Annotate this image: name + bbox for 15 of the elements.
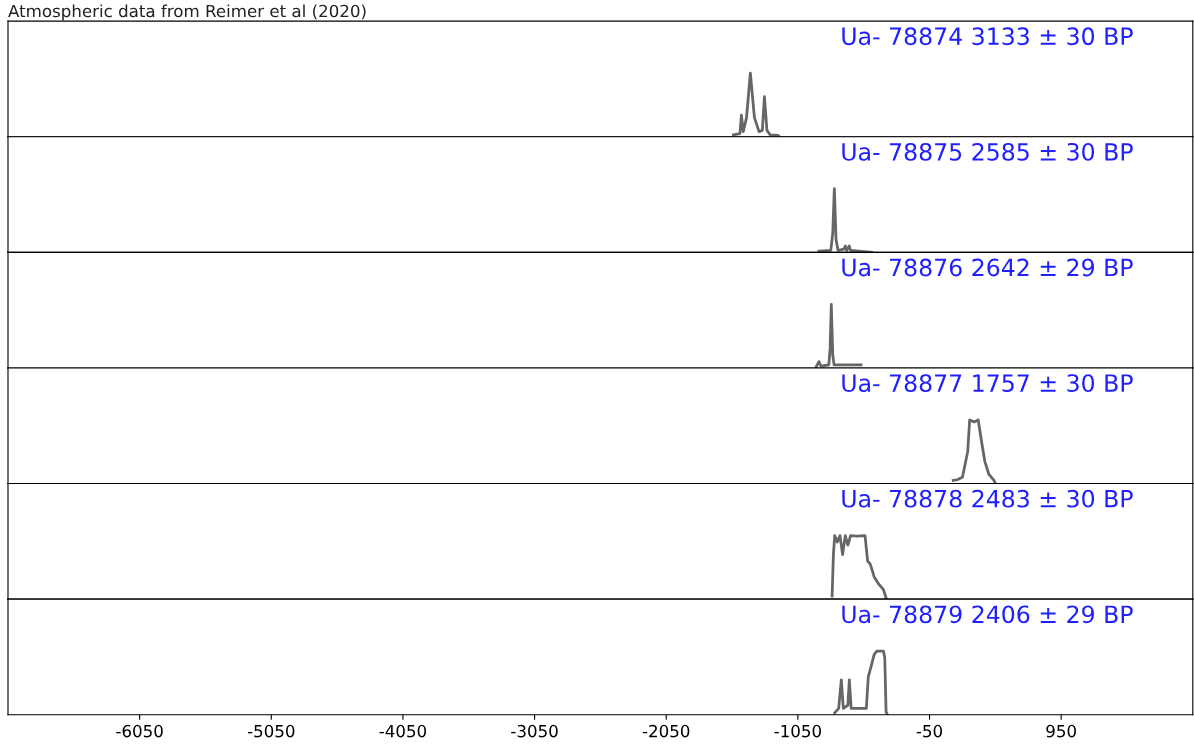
x-tick-label: -4050 bbox=[379, 724, 427, 738]
x-tick-label: 950 bbox=[1046, 724, 1076, 738]
x-tick-label: -5050 bbox=[247, 724, 295, 738]
text: Ua- 78874 3133 ± 30 BP bbox=[842, 27, 1133, 46]
x-tick-label: -1050 bbox=[774, 724, 821, 738]
x-tick-label: -3050 bbox=[511, 724, 558, 738]
text: Atmospheric data from Reimer et al (2020) bbox=[8, 4, 366, 21]
text: Ua- 78876 2642 ± 29 BP bbox=[842, 258, 1133, 277]
text: Ua- 78878 2483 ± 30 BP bbox=[842, 489, 1133, 508]
text: Ua- 78879 2406 ± 29 BP bbox=[842, 605, 1133, 624]
x-tick-label: -50 bbox=[916, 724, 943, 738]
x-tick-label: -6050 bbox=[116, 724, 163, 738]
text: Ua- 78877 1757 ± 30 BP bbox=[842, 374, 1133, 393]
text: Ua- 78875 2585 ± 30 BP bbox=[842, 142, 1133, 161]
x-tick-label: -2050 bbox=[642, 724, 690, 738]
